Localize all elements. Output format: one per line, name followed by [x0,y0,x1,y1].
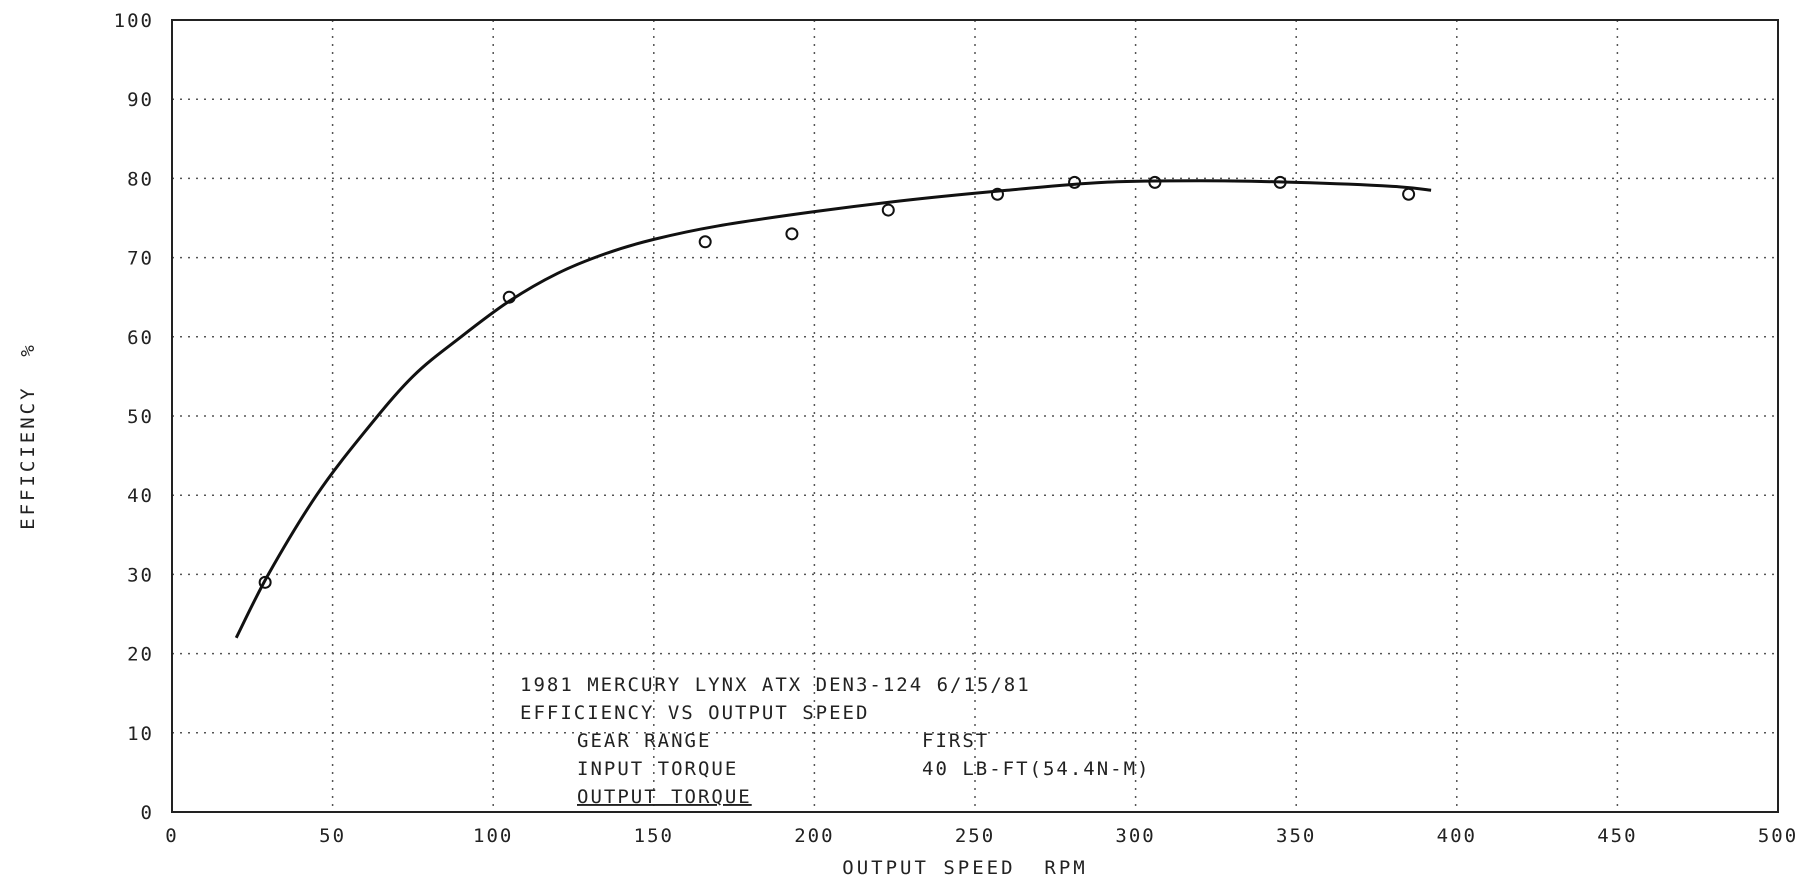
y-tick-label: 90 [127,89,154,111]
y-tick-label: 30 [127,564,154,586]
data-point [990,187,1004,201]
x-tick-label: 400 [1437,825,1477,847]
x-tick-label: 250 [955,825,995,847]
annotation-output-torque-label: OUTPUT TORQUE [577,786,752,808]
annotation-subtitle: EFFICIENCY VS OUTPUT SPEED [520,702,869,724]
annotation-title: 1981 MERCURY LYNX ATX DEN3-124 6/15/81 [520,674,1031,696]
annotation-gear-range-value: FIRST [922,730,989,752]
fitted-efficiency-curve [234,179,1432,639]
annotation-gear-range-label: GEAR RANGE [577,730,711,752]
measured-points [258,175,1416,589]
x-tick-label: 300 [1115,825,1155,847]
chart-annotation: 1981 MERCURY LYNX ATX DEN3-124 6/15/81 E… [520,674,1150,808]
data-point [1148,175,1162,189]
data-point [502,290,516,304]
annotation-input-torque-label: INPUT TORQUE [577,758,738,780]
x-tick-label: 500 [1758,825,1798,847]
data-point [258,575,272,589]
data-point [881,203,895,217]
x-tick-label: 50 [319,825,346,847]
data-point [1402,187,1416,201]
y-tick-label: 70 [127,248,154,270]
x-tick-label: 450 [1597,825,1637,847]
y-tick-label: 40 [127,485,154,507]
y-tick-label: 50 [127,406,154,428]
x-tick-label: 100 [473,825,513,847]
y-tick-label: 0 [141,802,154,824]
y-tick-label: 100 [114,10,154,32]
y-tick-label: 60 [127,327,154,349]
annotation-input-torque-value: 40 LB-FT(54.4N-M) [922,758,1150,780]
tick-labels: 0 50 100 150 200 250 300 350 400 450 500 0 10 20 30 40 5… [114,10,1798,847]
data-point [785,227,799,241]
data-point [698,235,712,249]
x-tick-label: 0 [165,825,178,847]
x-tick-label: 200 [794,825,834,847]
y-tick-label: 10 [127,723,154,745]
y-axis-label: EFFICIENCY % [17,342,39,530]
x-tick-label: 350 [1276,825,1316,847]
data-point [1273,175,1287,189]
y-tick-label: 20 [127,644,154,666]
y-tick-label: 80 [127,168,154,190]
x-axis-label: OUTPUT SPEED RPM [842,857,1087,879]
x-tick-label: 150 [634,825,674,847]
plot-frame [171,19,1779,813]
data-point [1068,175,1082,189]
